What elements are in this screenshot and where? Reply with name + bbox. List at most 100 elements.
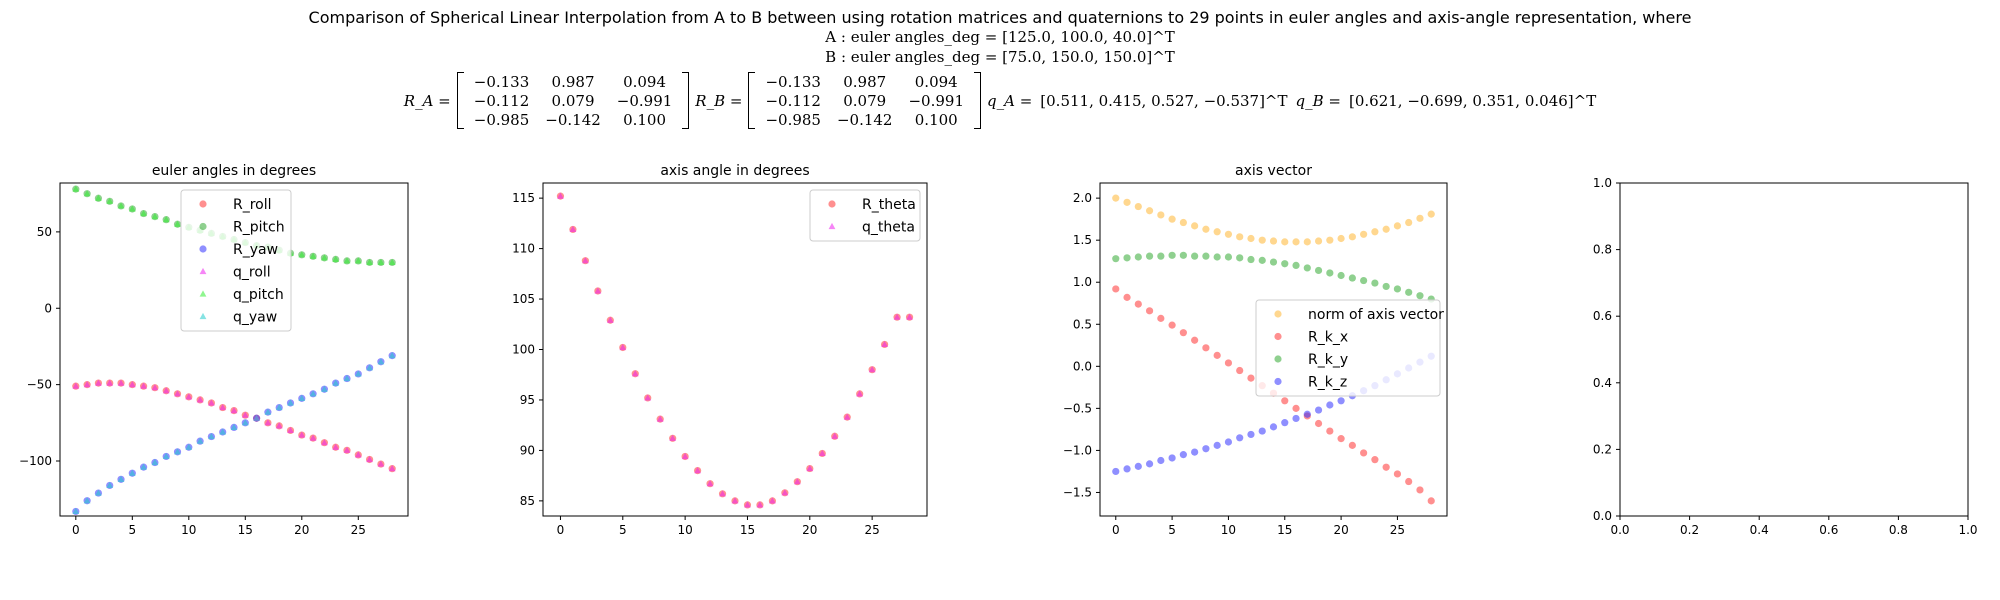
data-point bbox=[806, 464, 814, 472]
data-point bbox=[1179, 251, 1187, 259]
data-point bbox=[619, 343, 627, 351]
legend-label: R_theta bbox=[862, 197, 916, 213]
x-tick-label: 25 bbox=[351, 523, 366, 537]
data-point bbox=[230, 423, 238, 431]
data-point bbox=[140, 209, 148, 217]
data-point bbox=[831, 432, 839, 439]
qa-label: q_A = bbox=[987, 91, 1033, 110]
data-point bbox=[1224, 438, 1233, 446]
data-point bbox=[128, 469, 136, 476]
legend-box bbox=[1255, 299, 1441, 397]
data-point bbox=[569, 225, 577, 233]
data-point bbox=[1112, 285, 1120, 293]
data-point bbox=[83, 381, 91, 388]
data-point bbox=[1314, 419, 1323, 428]
data-point bbox=[1168, 454, 1176, 462]
x-tick-label: 5 bbox=[619, 523, 627, 537]
data-point bbox=[1247, 255, 1255, 264]
x-tick-label: 10 bbox=[677, 523, 692, 537]
data-point bbox=[298, 251, 306, 258]
data-point bbox=[1123, 293, 1131, 301]
matrix-rb: −0.133 0.987 0.094 −0.112 0.079 −0.991 −0.985−… bbox=[748, 72, 981, 129]
data-point bbox=[332, 379, 340, 386]
data-point bbox=[1337, 234, 1345, 243]
x-tick-label: 0.0 bbox=[1610, 523, 1629, 537]
data-point bbox=[669, 434, 677, 441]
legend-box bbox=[180, 189, 292, 332]
data-point bbox=[241, 419, 249, 426]
data-point bbox=[117, 475, 125, 482]
data-point bbox=[1337, 271, 1345, 280]
ra-cell: 0.987 bbox=[551, 72, 595, 91]
data-point bbox=[744, 501, 751, 508]
axes-frame bbox=[59, 182, 409, 517]
data-point bbox=[320, 439, 328, 446]
data-point bbox=[719, 490, 726, 497]
data-point bbox=[275, 403, 283, 411]
rb-cell: 0.987 bbox=[843, 72, 887, 91]
data-point bbox=[1236, 434, 1244, 442]
ra-cell: −0.985 bbox=[473, 110, 530, 129]
data-point bbox=[1179, 451, 1187, 459]
data-point bbox=[174, 390, 181, 397]
data-point bbox=[1224, 253, 1233, 261]
data-point bbox=[241, 411, 249, 418]
legend-marker bbox=[199, 267, 207, 275]
data-point bbox=[1191, 448, 1199, 456]
chart-title: axis vector bbox=[1235, 163, 1312, 179]
data-point bbox=[354, 257, 362, 264]
legend-label: R_k_z bbox=[1308, 375, 1347, 391]
data-point bbox=[1202, 445, 1210, 453]
data-point bbox=[1371, 279, 1379, 287]
data-point bbox=[366, 258, 373, 266]
x-tick-label: 5 bbox=[1168, 523, 1176, 537]
data-point bbox=[1427, 497, 1435, 505]
data-point bbox=[1236, 233, 1244, 241]
data-point bbox=[1269, 258, 1278, 266]
data-point bbox=[1281, 419, 1289, 427]
data-point bbox=[1427, 210, 1435, 218]
data-point bbox=[264, 408, 272, 415]
y-tick-label: 100 bbox=[512, 343, 535, 357]
data-point bbox=[868, 366, 876, 373]
data-point bbox=[1326, 236, 1334, 244]
data-point bbox=[72, 507, 80, 515]
data-point bbox=[1258, 427, 1266, 435]
x-tick-label: 10 bbox=[1221, 523, 1236, 537]
data-point bbox=[631, 370, 639, 377]
chart-panel-1: euler angles in degrees 0 5 10 15 20 25 −100 −50… bbox=[19, 163, 409, 537]
data-point bbox=[388, 352, 396, 359]
rb-cell: 0.094 bbox=[914, 72, 958, 91]
data-point bbox=[581, 257, 589, 264]
ra-label: R_A = bbox=[403, 91, 451, 110]
data-point bbox=[1314, 266, 1323, 275]
data-point bbox=[83, 497, 91, 504]
data-point bbox=[1292, 238, 1300, 246]
data-point bbox=[332, 443, 340, 450]
data-point bbox=[1213, 228, 1221, 236]
data-point bbox=[781, 489, 789, 496]
data-point bbox=[681, 452, 689, 460]
data-point bbox=[1236, 254, 1244, 262]
data-point bbox=[196, 437, 204, 444]
data-point bbox=[151, 458, 159, 466]
data-point bbox=[1292, 261, 1300, 270]
data-point bbox=[881, 340, 889, 348]
data-point bbox=[140, 463, 148, 470]
data-point bbox=[309, 252, 317, 259]
y-tick-label: 90 bbox=[520, 443, 535, 457]
data-point bbox=[151, 213, 159, 220]
x-tick-label: 0.2 bbox=[1680, 523, 1699, 537]
data-point bbox=[343, 446, 351, 453]
data-point bbox=[1405, 288, 1413, 296]
data-point bbox=[1269, 237, 1278, 245]
data-point bbox=[1393, 470, 1402, 478]
data-point bbox=[366, 364, 373, 371]
data-point bbox=[1145, 307, 1154, 315]
x-tick-label: 5 bbox=[128, 523, 136, 537]
data-point bbox=[309, 390, 317, 397]
data-point bbox=[95, 194, 102, 201]
data-point bbox=[275, 422, 283, 429]
x-tick-label: 0 bbox=[72, 523, 80, 537]
legend-marker bbox=[199, 200, 207, 208]
